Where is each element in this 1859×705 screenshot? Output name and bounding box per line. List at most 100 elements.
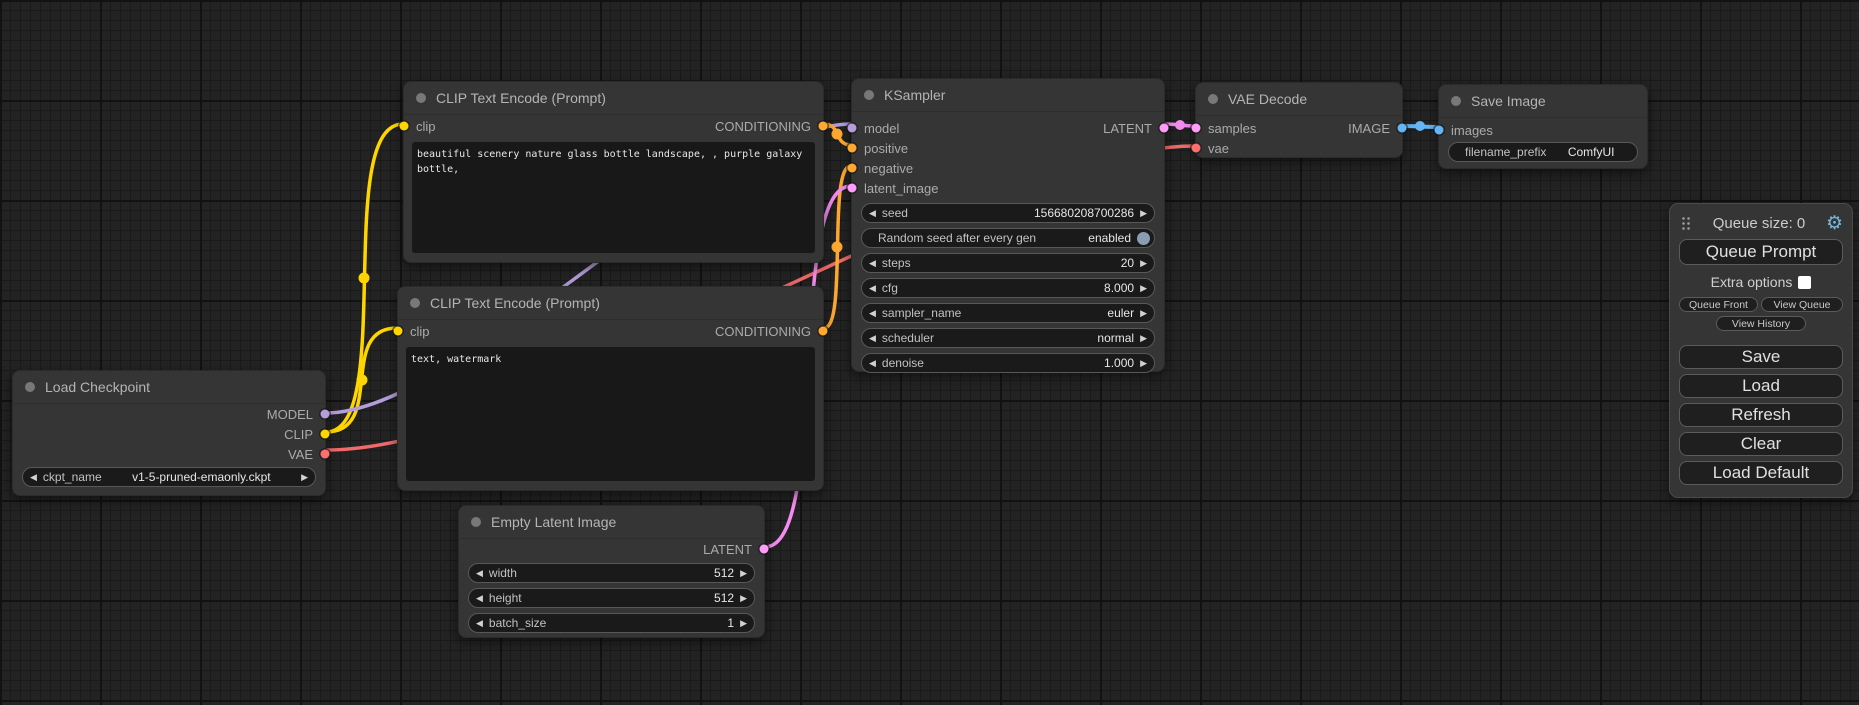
node-title-bar[interactable]: Empty Latent Image: [459, 506, 764, 539]
conditioning-output-slot[interactable]: [818, 121, 828, 131]
node-title-bar[interactable]: Save Image: [1439, 85, 1647, 118]
decrement-arrow-icon[interactable]: ◀: [869, 307, 876, 318]
node-empty-latent-image[interactable]: Empty Latent Image LATENT ◀ width 512 ▶ …: [458, 505, 769, 638]
increment-arrow-icon[interactable]: ▶: [740, 592, 747, 603]
increment-arrow-icon[interactable]: ▶: [1140, 357, 1147, 368]
height-widget[interactable]: ◀ height 512 ▶: [468, 588, 755, 608]
refresh-button[interactable]: Refresh: [1679, 403, 1843, 427]
decrement-arrow-icon[interactable]: ◀: [476, 592, 483, 603]
decrement-arrow-icon[interactable]: ◀: [869, 332, 876, 343]
model-output-slot[interactable]: [320, 409, 330, 419]
collapse-dot-icon[interactable]: [1208, 94, 1218, 104]
settings-gear-icon[interactable]: ⚙: [1825, 212, 1843, 234]
clip-output-slot[interactable]: [320, 429, 330, 439]
vae-input-slot[interactable]: [1191, 143, 1201, 153]
node-save-image[interactable]: Save Image images filename_prefix ComfyU…: [1434, 84, 1648, 169]
decrement-arrow-icon[interactable]: ◀: [869, 207, 876, 218]
latent-image-input-slot[interactable]: [847, 183, 857, 193]
samples-input-slot[interactable]: [1191, 123, 1201, 133]
increment-arrow-icon[interactable]: ▶: [740, 617, 747, 628]
link-midpoint-dot[interactable]: [358, 272, 370, 284]
collapse-dot-icon[interactable]: [1451, 96, 1461, 106]
decrement-arrow-icon[interactable]: ◀: [476, 567, 483, 578]
clip-input-slot[interactable]: [399, 121, 409, 131]
node-vae-decode[interactable]: VAE Decode samples IMAGE vae: [1191, 82, 1407, 158]
seed-widget[interactable]: ◀ seed 156680208700286 ▶: [861, 203, 1155, 223]
prompt-textarea[interactable]: beautiful scenery nature glass bottle la…: [412, 142, 815, 253]
link-midpoint-dot[interactable]: [831, 128, 843, 140]
link-midpoint-dot[interactable]: [831, 241, 843, 253]
decrement-arrow-icon[interactable]: ◀: [869, 282, 876, 293]
clip-input-slot[interactable]: [393, 326, 403, 336]
queue-prompt-button[interactable]: Queue Prompt: [1679, 239, 1843, 265]
increment-arrow-icon[interactable]: ▶: [1140, 282, 1147, 293]
node-ksampler[interactable]: KSampler model LATENT positive negative …: [847, 78, 1169, 373]
extra-options-checkbox[interactable]: [1798, 275, 1812, 289]
decrement-arrow-icon[interactable]: ◀: [869, 257, 876, 268]
decrement-arrow-icon[interactable]: ◀: [476, 617, 483, 628]
increment-arrow-icon[interactable]: ▶: [1140, 207, 1147, 218]
toggle-knob-icon[interactable]: [1137, 231, 1150, 245]
vae-output-slot[interactable]: [320, 449, 330, 459]
widget-value[interactable]: 20: [1120, 256, 1135, 270]
positive-input-slot[interactable]: [847, 143, 857, 153]
link-midpoint-dot[interactable]: [1415, 121, 1425, 131]
widget-value[interactable]: euler: [1107, 306, 1135, 320]
filename-prefix-widget[interactable]: filename_prefix ComfyUI: [1448, 142, 1638, 162]
widget-value[interactable]: 8.000: [1104, 281, 1135, 295]
clear-button[interactable]: Clear: [1679, 432, 1843, 456]
queue-front-button[interactable]: Queue Front: [1679, 297, 1758, 312]
node-title-bar[interactable]: Load Checkpoint: [13, 371, 325, 404]
load-default-button[interactable]: Load Default: [1679, 461, 1843, 485]
negative-input-slot[interactable]: [847, 163, 857, 173]
prompt-textarea[interactable]: text, watermark: [406, 347, 815, 481]
widget-value[interactable]: ComfyUI: [1567, 145, 1615, 159]
view-queue-button[interactable]: View Queue: [1761, 297, 1843, 312]
link-midpoint-dot[interactable]: [356, 374, 368, 386]
batch-size-widget[interactable]: ◀ batch_size 1 ▶: [468, 613, 755, 633]
node-clip-text-encode-1[interactable]: CLIP Text Encode (Prompt) clip CONDITION…: [399, 81, 828, 263]
latent-output-slot[interactable]: [759, 544, 769, 554]
drag-handle-icon[interactable]: [1681, 215, 1692, 231]
widget-value[interactable]: 512: [714, 566, 735, 580]
node-title-bar[interactable]: CLIP Text Encode (Prompt): [404, 82, 823, 115]
widget-value[interactable]: 512: [714, 591, 735, 605]
cfg-widget[interactable]: ◀ cfg 8.000 ▶: [861, 278, 1155, 298]
denoise-widget[interactable]: ◀ denoise 1.000 ▶: [861, 353, 1155, 373]
node-title-bar[interactable]: VAE Decode: [1196, 83, 1402, 116]
collapse-dot-icon[interactable]: [25, 382, 35, 392]
increment-arrow-icon[interactable]: ▶: [1140, 332, 1147, 343]
load-button[interactable]: Load: [1679, 374, 1843, 398]
collapse-dot-icon[interactable]: [410, 298, 420, 308]
collapse-dot-icon[interactable]: [416, 93, 426, 103]
view-history-button[interactable]: View History: [1716, 316, 1806, 331]
node-load-checkpoint[interactable]: Load Checkpoint MODEL CLIP VAE ◀ ckpt_na…: [12, 370, 330, 496]
increment-arrow-icon[interactable]: ▶: [1140, 307, 1147, 318]
latent-output-slot[interactable]: [1159, 123, 1169, 133]
increment-arrow-icon[interactable]: ▶: [1140, 257, 1147, 268]
image-output-slot[interactable]: [1397, 123, 1407, 133]
increment-arrow-icon[interactable]: ▶: [740, 567, 747, 578]
ckpt-name-widget[interactable]: ◀ ckpt_name v1-5-pruned-emaonly.ckpt ▶: [22, 467, 316, 487]
sampler-name-widget[interactable]: ◀ sampler_name euler ▶: [861, 303, 1155, 323]
collapse-dot-icon[interactable]: [864, 90, 874, 100]
node-title-bar[interactable]: CLIP Text Encode (Prompt): [398, 287, 823, 320]
widget-value[interactable]: 156680208700286: [1033, 206, 1135, 220]
widget-value[interactable]: normal: [1097, 331, 1135, 345]
link-midpoint-dot[interactable]: [1175, 120, 1185, 130]
scheduler-widget[interactable]: ◀ scheduler normal ▶: [861, 328, 1155, 348]
model-input-slot[interactable]: [847, 123, 857, 133]
node-title-bar[interactable]: KSampler: [852, 79, 1164, 112]
images-input-slot[interactable]: [1434, 125, 1444, 135]
widget-value[interactable]: v1-5-pruned-emaonly.ckpt: [132, 470, 271, 484]
increment-arrow-icon[interactable]: ▶: [301, 471, 308, 482]
random-seed-toggle-widget[interactable]: Random seed after every gen enabled: [861, 228, 1155, 248]
decrement-arrow-icon[interactable]: ◀: [30, 471, 37, 482]
steps-widget[interactable]: ◀ steps 20 ▶: [861, 253, 1155, 273]
collapse-dot-icon[interactable]: [471, 517, 481, 527]
widget-value[interactable]: 1.000: [1104, 356, 1135, 370]
widget-value[interactable]: 1: [727, 616, 735, 630]
width-widget[interactable]: ◀ width 512 ▶: [468, 563, 755, 583]
conditioning-output-slot[interactable]: [818, 326, 828, 336]
decrement-arrow-icon[interactable]: ◀: [869, 357, 876, 368]
